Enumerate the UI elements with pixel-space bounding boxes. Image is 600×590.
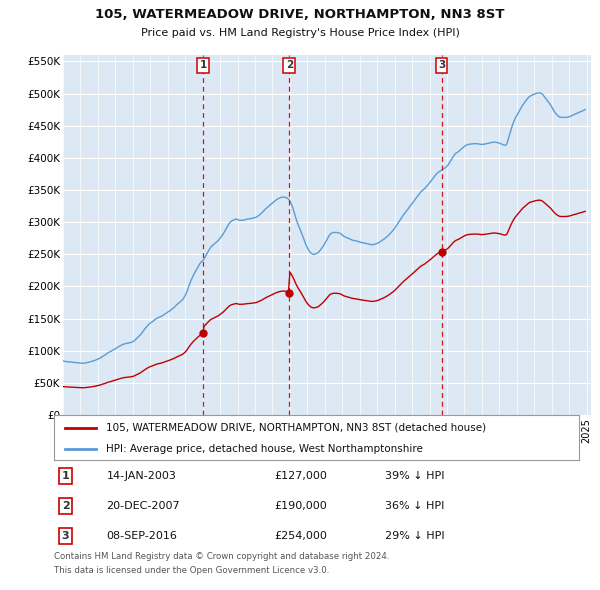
Text: 1: 1 xyxy=(62,471,70,481)
Text: 2: 2 xyxy=(286,60,293,70)
Text: 3: 3 xyxy=(438,60,445,70)
Text: 36% ↓ HPI: 36% ↓ HPI xyxy=(385,501,444,511)
Text: Price paid vs. HM Land Registry's House Price Index (HPI): Price paid vs. HM Land Registry's House … xyxy=(140,28,460,38)
Text: This data is licensed under the Open Government Licence v3.0.: This data is licensed under the Open Gov… xyxy=(54,566,329,575)
Text: 2: 2 xyxy=(62,501,70,511)
Text: 105, WATERMEADOW DRIVE, NORTHAMPTON, NN3 8ST (detached house): 105, WATERMEADOW DRIVE, NORTHAMPTON, NN3… xyxy=(107,422,487,432)
Text: £127,000: £127,000 xyxy=(275,471,328,481)
Text: 29% ↓ HPI: 29% ↓ HPI xyxy=(385,531,445,541)
Text: 3: 3 xyxy=(62,531,70,541)
Text: Contains HM Land Registry data © Crown copyright and database right 2024.: Contains HM Land Registry data © Crown c… xyxy=(54,552,389,561)
Text: 14-JAN-2003: 14-JAN-2003 xyxy=(107,471,176,481)
Text: 105, WATERMEADOW DRIVE, NORTHAMPTON, NN3 8ST: 105, WATERMEADOW DRIVE, NORTHAMPTON, NN3… xyxy=(95,8,505,21)
Text: 39% ↓ HPI: 39% ↓ HPI xyxy=(385,471,444,481)
Text: 08-SEP-2016: 08-SEP-2016 xyxy=(107,531,178,541)
Text: HPI: Average price, detached house, West Northamptonshire: HPI: Average price, detached house, West… xyxy=(107,444,424,454)
Text: 1: 1 xyxy=(200,60,207,70)
Text: 20-DEC-2007: 20-DEC-2007 xyxy=(107,501,180,511)
Text: £254,000: £254,000 xyxy=(275,531,328,541)
Text: £190,000: £190,000 xyxy=(275,501,327,511)
